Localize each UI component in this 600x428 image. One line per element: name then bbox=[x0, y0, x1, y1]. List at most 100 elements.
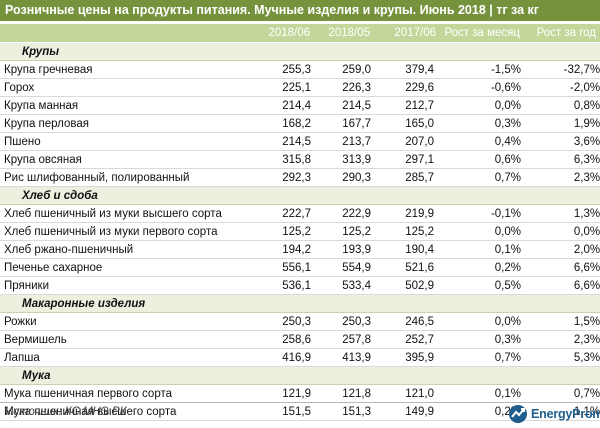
page-title: Розничные цены на продукты питания. Мучн… bbox=[0, 0, 600, 21]
month-growth-cell: -1,5% bbox=[434, 60, 521, 79]
year-growth-cell: -2,0% bbox=[521, 78, 600, 97]
month-growth-cell: 0,5% bbox=[434, 276, 521, 295]
table-row: Хлеб ржано-пшеничный 194,2 193,9 190,4 0,1% 2… bbox=[0, 240, 600, 259]
price-2018-06-cell: 258,6 bbox=[263, 330, 311, 349]
price-2018-05-cell: 257,8 bbox=[311, 330, 371, 349]
month-growth-cell: 0,0% bbox=[434, 96, 521, 115]
product-name: Крупа манная bbox=[0, 96, 263, 115]
year-growth-cell: 2,3% bbox=[521, 168, 600, 187]
price-2018-06-cell: 194,2 bbox=[263, 240, 311, 259]
year-growth-cell: 0,0% bbox=[521, 222, 600, 241]
price-2018-06-cell: 168,2 bbox=[263, 114, 311, 133]
year-growth-cell: 1,3% bbox=[521, 204, 600, 223]
logo-text: EnergyProm bbox=[531, 407, 600, 421]
price-2018-06-cell: 225,1 bbox=[263, 78, 311, 97]
price-2018-06-cell: 214,5 bbox=[263, 132, 311, 151]
price-2018-05-cell: 151,3 bbox=[311, 402, 371, 421]
month-growth-cell: 0,6% bbox=[434, 150, 521, 169]
table-header: 2018/06 2018/05 2017/06 Рост за месяц Ро… bbox=[0, 24, 600, 42]
price-2017-06-cell: 149,9 bbox=[371, 402, 434, 421]
table-row: Мука пшеничная первого сорта 121,9 121,8 12… bbox=[0, 384, 600, 403]
product-name: Крупа овсяная bbox=[0, 150, 263, 169]
price-2018-05-cell: 226,3 bbox=[311, 78, 371, 97]
source-note: Источник: КС МНЭ РК bbox=[5, 406, 127, 418]
price-2018-05-cell: 121,8 bbox=[311, 384, 371, 403]
month-growth-cell: 0,0% bbox=[434, 312, 521, 331]
section-label: Крупы bbox=[0, 43, 600, 61]
section-row: Макаронные изделия bbox=[0, 294, 600, 313]
energyprom-logo-icon bbox=[509, 405, 527, 423]
year-growth-cell: 0,7% bbox=[521, 384, 600, 403]
price-2018-06-cell: 556,1 bbox=[263, 258, 311, 277]
table-row: Пряники 536,1 533,4 502,9 0,5% 6,6% bbox=[0, 276, 600, 295]
price-2017-06-cell: 297,1 bbox=[371, 150, 434, 169]
price-2018-05-cell: 125,2 bbox=[311, 222, 371, 241]
price-2018-05-cell: 193,9 bbox=[311, 240, 371, 259]
month-growth-cell: 0,3% bbox=[434, 114, 521, 133]
price-2018-06-cell: 222,7 bbox=[263, 204, 311, 223]
year-growth-cell: 2,0% bbox=[521, 240, 600, 259]
price-2018-06-cell: 255,3 bbox=[263, 60, 311, 79]
price-2017-06-cell: 521,6 bbox=[371, 258, 434, 277]
section-label: Макаронные изделия bbox=[0, 294, 600, 313]
year-growth-cell: 2,3% bbox=[521, 330, 600, 349]
price-2018-05-cell: 290,3 bbox=[311, 168, 371, 187]
table-row: Печенье сахарное 556,1 554,9 521,6 0,2% 6,6% bbox=[0, 258, 600, 277]
month-growth-cell: 0,2% bbox=[434, 258, 521, 277]
month-growth-cell: 0,7% bbox=[434, 348, 521, 367]
price-2017-06-cell: 125,2 bbox=[371, 222, 434, 241]
product-name: Крупа перловая bbox=[0, 114, 263, 133]
price-2018-05-cell: 222,9 bbox=[311, 204, 371, 223]
section-label: Хлеб и сдоба bbox=[0, 186, 600, 205]
price-2017-06-cell: 379,4 bbox=[371, 60, 434, 79]
year-growth-cell: 6,6% bbox=[521, 258, 600, 277]
price-2018-06-cell: 151,5 bbox=[263, 402, 311, 421]
table-row: Крупа овсяная 315,8 313,9 297,1 0,6% 6,3% bbox=[0, 150, 600, 169]
year-growth-cell: -32,7% bbox=[521, 60, 600, 79]
product-name: Хлеб пшеничный из муки высшего сорта bbox=[0, 204, 263, 223]
price-2018-06-cell: 121,9 bbox=[263, 384, 311, 403]
section-label: Мука bbox=[0, 366, 600, 385]
column-header-month-growth: Рост за месяц bbox=[444, 27, 520, 39]
price-2017-06-cell: 207,0 bbox=[371, 132, 434, 151]
price-2017-06-cell: 246,5 bbox=[371, 312, 434, 331]
table-row: Хлеб пшеничный из муки высшего сорта 222,… bbox=[0, 204, 600, 223]
year-growth-cell: 6,6% bbox=[521, 276, 600, 295]
price-2018-06-cell: 292,3 bbox=[263, 168, 311, 187]
product-name: Лапша bbox=[0, 348, 263, 367]
column-header-year-growth: Рост за год bbox=[536, 27, 596, 39]
year-growth-cell: 5,3% bbox=[521, 348, 600, 367]
month-growth-cell: -0,1% bbox=[434, 204, 521, 223]
price-2017-06-cell: 121,0 bbox=[371, 384, 434, 403]
month-growth-cell: 0,4% bbox=[434, 132, 521, 151]
section-row: Хлеб и сдоба bbox=[0, 186, 600, 205]
table-row: Мука пшеничная высшего сорта 151,5 151,3 14… bbox=[0, 402, 600, 421]
table-row: Крупа манная 214,4 214,5 212,7 0,0% 0,8% bbox=[0, 96, 600, 115]
column-header-2018-06: 2018/06 bbox=[268, 27, 310, 39]
price-2018-06-cell: 536,1 bbox=[263, 276, 311, 295]
price-table: Крупы Крупа гречневая 255,3 259,0 379,4 -1,5%… bbox=[0, 43, 600, 421]
month-growth-cell: -0,6% bbox=[434, 78, 521, 97]
product-name: Хлеб ржано-пшеничный bbox=[0, 240, 263, 259]
year-growth-cell: 1,9% bbox=[521, 114, 600, 133]
month-growth-cell: 0,0% bbox=[434, 222, 521, 241]
footer-divider bbox=[0, 402, 600, 403]
product-name: Горох bbox=[0, 78, 263, 97]
price-2018-06-cell: 250,3 bbox=[263, 312, 311, 331]
price-2017-06-cell: 285,7 bbox=[371, 168, 434, 187]
year-growth-cell: 1,1% bbox=[521, 402, 600, 421]
price-2018-05-cell: 554,9 bbox=[311, 258, 371, 277]
table-row: Крупа перловая 168,2 167,7 165,0 0,3% 1,9% bbox=[0, 114, 600, 133]
price-2017-06-cell: 190,4 bbox=[371, 240, 434, 259]
price-2018-06-cell: 125,2 bbox=[263, 222, 311, 241]
price-2018-05-cell: 313,9 bbox=[311, 150, 371, 169]
price-2017-06-cell: 165,0 bbox=[371, 114, 434, 133]
product-name: Рис шлифованный, полированный bbox=[0, 168, 263, 187]
product-name: Мука пшеничная высшего сорта bbox=[0, 402, 263, 421]
table-row: Вермишель 258,6 257,8 252,7 0,3% 2,3% bbox=[0, 330, 600, 349]
year-growth-cell: 0,8% bbox=[521, 96, 600, 115]
price-2017-06-cell: 252,7 bbox=[371, 330, 434, 349]
table-row: Хлеб пшеничный из муки первого сорта 125,… bbox=[0, 222, 600, 241]
product-name: Крупа гречневая bbox=[0, 60, 263, 79]
price-2018-05-cell: 533,4 bbox=[311, 276, 371, 295]
